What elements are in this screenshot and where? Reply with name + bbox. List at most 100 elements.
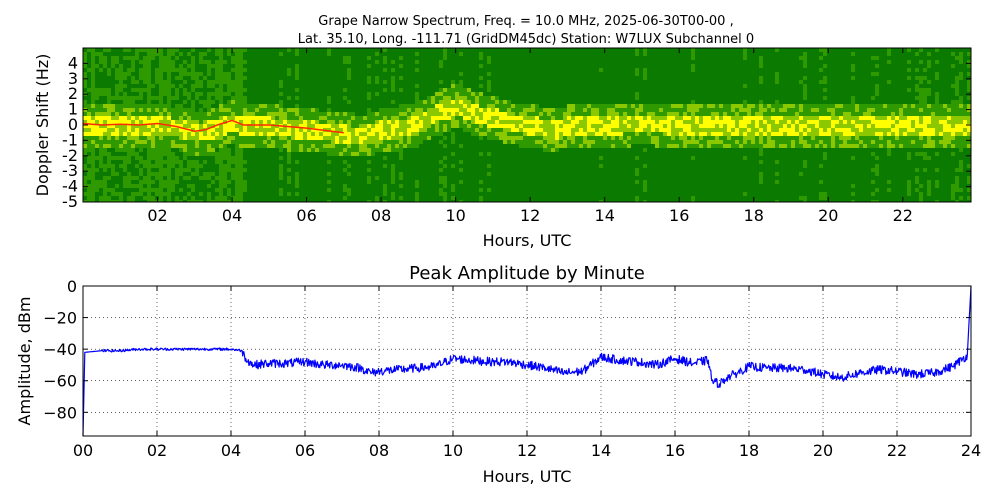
spectrogram-cell [455, 144, 459, 148]
spectrogram-cell [571, 52, 575, 56]
spectrogram-cell [375, 116, 379, 120]
spectrogram-cell [539, 192, 543, 196]
spectrogram-cell [279, 68, 283, 72]
spectrogram-cell [103, 180, 107, 184]
spectrogram-cell [411, 48, 415, 52]
spectrogram-cell [375, 136, 379, 140]
spectrogram-cell [171, 156, 175, 160]
spectrogram-cell [371, 124, 375, 128]
spectrogram-cell [267, 136, 271, 140]
spectrogram-cell [271, 164, 275, 168]
spectrogram-cell [439, 76, 443, 80]
spectrogram-cell [251, 80, 255, 84]
spectrogram-cell [587, 96, 591, 100]
spectrogram-cell [479, 132, 483, 136]
spectrogram-cell [119, 116, 123, 120]
spectrogram-cell [295, 56, 299, 60]
spectrogram-cell [235, 104, 239, 108]
spectrogram-cell [455, 120, 459, 124]
spectrogram-cell [503, 76, 507, 80]
spectrogram-cell [515, 164, 519, 168]
spectrogram-cell [279, 172, 283, 176]
spectrogram-cell [523, 60, 527, 64]
spectrogram-cell [187, 116, 191, 120]
spectrogram-cell [539, 116, 543, 120]
spectrogram-cell [351, 148, 355, 152]
spectrogram-cell [263, 180, 267, 184]
spectrogram-cell [451, 112, 455, 116]
spectrogram-cell [591, 108, 595, 112]
spectrogram-cell [415, 68, 419, 72]
spectrogram-cell [103, 152, 107, 156]
spectrogram-cell [147, 184, 151, 188]
spectrogram-cell [183, 188, 187, 192]
spectrogram-cell [435, 148, 439, 152]
spectrogram-cell [295, 188, 299, 192]
spectrogram-cell [551, 112, 555, 116]
spectrogram-cell [367, 156, 371, 160]
spectrogram-cell [231, 176, 235, 180]
spectrogram-cell [487, 80, 491, 84]
spectrogram-cell [363, 148, 367, 152]
spectrogram-cell [127, 108, 131, 112]
spectrogram-cell [483, 180, 487, 184]
spectrogram-cell [95, 132, 99, 136]
spectrogram-cell [119, 96, 123, 100]
spectrogram-cell [247, 116, 251, 120]
spectrogram-cell [95, 192, 99, 196]
spectrogram-cell [419, 68, 423, 72]
spectrogram-cell [155, 100, 159, 104]
spectrogram-cell [375, 60, 379, 64]
spectrogram-cell [415, 84, 419, 88]
spectrogram-cell [175, 180, 179, 184]
spectrogram-cell [295, 128, 299, 132]
spectrogram-cell [523, 108, 527, 112]
spectrogram-cell [315, 100, 319, 104]
spectrogram-cell [287, 172, 291, 176]
spectrogram-cell [255, 176, 259, 180]
spectrogram-cell [219, 96, 223, 100]
spectrogram-cell [215, 196, 219, 200]
spectrogram-cell [475, 132, 479, 136]
spectrogram-cell [519, 140, 523, 144]
spectrogram-cell [387, 124, 391, 128]
spectrogram-cell [119, 160, 123, 164]
spectrogram-cell [151, 140, 155, 144]
spectrogram-cell [175, 176, 179, 180]
spectrogram-cell [483, 184, 487, 188]
spectrogram-cell [491, 168, 495, 172]
spectrogram-cell [139, 48, 143, 52]
spectrogram-cell [307, 200, 311, 202]
spectrogram-cell [475, 144, 479, 148]
spectrogram-cell [231, 192, 235, 196]
spectrogram-cell [403, 160, 407, 164]
spectrogram-cell [587, 84, 591, 88]
spectrogram-cell [195, 116, 199, 120]
spectrogram-cell [371, 164, 375, 168]
spectrogram-cell [563, 64, 567, 68]
spectrogram-cell [571, 188, 575, 192]
spectrogram-cell [575, 76, 579, 80]
spectrogram-cell [335, 196, 339, 200]
spectrogram-cell [587, 200, 591, 202]
spectrogram-cell [335, 140, 339, 144]
spectrogram-cell [123, 156, 127, 160]
spectrogram-cell [387, 56, 391, 60]
spectrogram-cell [579, 152, 583, 156]
spectrogram-cell [323, 196, 327, 200]
spectrogram-cell [583, 124, 587, 128]
spectrogram-cell [307, 176, 311, 180]
spectrogram-cell [159, 148, 163, 152]
spectrogram-cell [95, 88, 99, 92]
spectrogram-cell [451, 84, 455, 88]
spectrogram-cell [371, 96, 375, 100]
spectrogram-cell [411, 60, 415, 64]
spectrogram-cell [199, 92, 203, 96]
spectrogram-cell [511, 200, 515, 202]
spectrogram-cell [563, 76, 567, 80]
spectrogram-cell [567, 88, 571, 92]
spectrogram-cell [191, 76, 195, 80]
spectrogram-cell [463, 132, 467, 136]
spectrogram-cell [363, 164, 367, 168]
spectrogram-cell [531, 68, 535, 72]
